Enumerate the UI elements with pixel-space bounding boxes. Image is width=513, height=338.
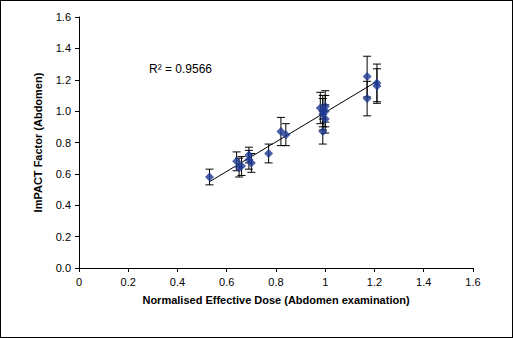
- svg-text:0.6: 0.6: [56, 168, 71, 180]
- svg-text:1.2: 1.2: [367, 276, 382, 288]
- svg-text:1.6: 1.6: [465, 276, 480, 288]
- svg-text:0.2: 0.2: [56, 231, 71, 243]
- svg-text:0.8: 0.8: [268, 276, 283, 288]
- svg-text:0.4: 0.4: [170, 276, 185, 288]
- svg-text:0.0: 0.0: [56, 262, 71, 274]
- svg-text:0.6: 0.6: [219, 276, 234, 288]
- svg-text:1.4: 1.4: [416, 276, 431, 288]
- svg-text:0.8: 0.8: [56, 137, 71, 149]
- svg-text:1.4: 1.4: [56, 42, 71, 54]
- svg-text:0.2: 0.2: [121, 276, 136, 288]
- svg-text:R² = 0.9566: R² = 0.9566: [149, 62, 212, 76]
- svg-text:0.4: 0.4: [56, 199, 71, 211]
- svg-text:Normalised Effective Dose (Abd: Normalised Effective Dose (Abdomen exami…: [142, 294, 409, 306]
- svg-text:1: 1: [322, 276, 328, 288]
- svg-text:1.2: 1.2: [56, 74, 71, 86]
- svg-text:1.0: 1.0: [56, 105, 71, 117]
- svg-text:ImPACT Factor (Abdomen): ImPACT Factor (Abdomen): [32, 72, 44, 212]
- svg-text:1.6: 1.6: [56, 11, 71, 23]
- svg-text:0: 0: [76, 276, 82, 288]
